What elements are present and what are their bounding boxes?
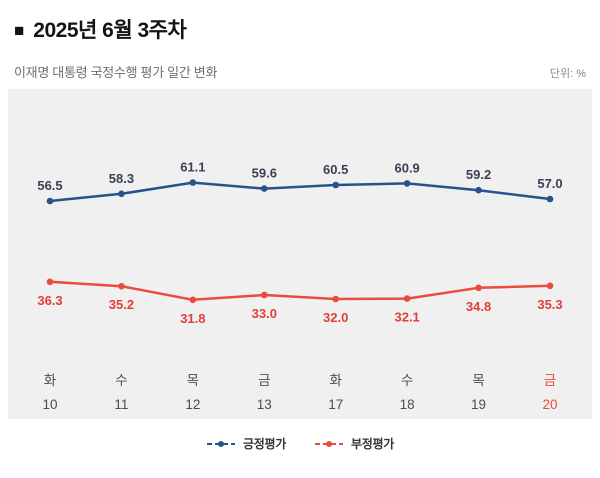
- x-axis-day: 금: [543, 373, 557, 388]
- data-point: [118, 282, 125, 290]
- x-axis-date: 20: [542, 397, 558, 412]
- x-axis-label: 화 10: [42, 369, 57, 412]
- data-label: 60.5: [323, 162, 348, 177]
- data-point: [332, 295, 340, 303]
- data-label: 60.9: [394, 160, 419, 175]
- data-point: [546, 282, 554, 290]
- x-axis: 화 10 수 11 목 12 금 13 화 17 수 18 목 19 금 20: [8, 367, 592, 415]
- x-axis-label: 목 12: [185, 369, 200, 412]
- legend-label-negative: 부정평가: [351, 437, 394, 451]
- x-axis-label: 금 20: [542, 369, 557, 412]
- x-axis-date: 10: [42, 397, 58, 412]
- x-axis-date: 19: [471, 397, 487, 412]
- page-title: 2025년 6월 3주차: [33, 19, 187, 42]
- data-point: [546, 195, 554, 203]
- data-label: 35.2: [109, 297, 134, 312]
- legend: 긍정평가 부정평가: [0, 435, 600, 452]
- x-axis-date: 18: [399, 397, 415, 412]
- x-axis-day: 수: [115, 373, 128, 388]
- data-point: [46, 197, 54, 205]
- legend-item-negative: 부정평가: [314, 435, 394, 452]
- unit-label: 단위: %: [549, 68, 586, 80]
- x-axis-label: 금 13: [257, 369, 272, 412]
- subheader: 이재명 대통령 국정수행 평가 일간 변화 단위: %: [14, 62, 586, 81]
- positive-series-line: [49, 181, 551, 203]
- x-axis-date: 11: [114, 397, 129, 412]
- x-axis-day: 화: [329, 373, 342, 388]
- data-point: [189, 179, 197, 186]
- positive-line-icon: [207, 440, 236, 447]
- data-label: 32.1: [394, 310, 419, 325]
- data-label: 36.3: [37, 293, 62, 308]
- square-bullet-icon: ■: [14, 20, 25, 40]
- data-point: [189, 296, 197, 304]
- x-axis-date: 13: [256, 397, 272, 412]
- x-axis-label: 목 19: [471, 369, 486, 412]
- data-label: 57.0: [537, 176, 562, 191]
- data-label: 59.6: [252, 166, 277, 181]
- data-label: 31.8: [180, 311, 205, 326]
- data-label: 59.2: [466, 167, 491, 182]
- data-point: [475, 284, 482, 292]
- data-point: [332, 181, 340, 189]
- data-label: 61.1: [180, 160, 205, 175]
- chart-panel: 56.5 58.3 61.1 59.6 60.5 60.9 59.2 57.0 36.3 35.2…: [8, 89, 592, 419]
- negative-line-icon: [315, 440, 343, 447]
- data-point: [403, 295, 411, 302]
- line-chart-svg: 56.5 58.3 61.1 59.6 60.5 60.9 59.2 57.0 36.3 35.2…: [37, 160, 562, 326]
- x-axis-label: 화 17: [328, 369, 343, 412]
- x-axis-day: 금: [258, 373, 271, 388]
- x-axis-date: 17: [328, 397, 344, 412]
- data-point: [260, 185, 268, 192]
- data-point: [260, 291, 268, 299]
- data-label: 32.0: [323, 310, 348, 325]
- data-label: 33.0: [252, 306, 277, 321]
- x-axis-day: 목: [472, 373, 485, 388]
- negative-series-line: [49, 280, 551, 302]
- data-label: 35.3: [537, 297, 562, 312]
- header: ■ 2025년 6월 3주차: [14, 14, 586, 44]
- x-axis-day: 수: [400, 373, 414, 388]
- x-axis-label: 수 18: [400, 369, 415, 412]
- x-axis-date: 12: [185, 397, 201, 412]
- data-point: [46, 278, 54, 286]
- legend-item-positive: 긍정평가: [206, 435, 286, 452]
- data-label: 58.3: [109, 171, 134, 186]
- data-label: 34.8: [466, 299, 491, 314]
- x-axis-day: 화: [43, 373, 57, 388]
- x-axis-day: 목: [186, 373, 200, 388]
- chart-subtitle: 이재명 대통령 국정수행 평가 일간 변화: [14, 65, 218, 80]
- data-point: [403, 180, 411, 187]
- x-axis-label: 수 11: [114, 369, 128, 412]
- legend-label-positive: 긍정평가: [243, 437, 286, 451]
- data-label: 56.5: [37, 178, 62, 193]
- data-point: [118, 190, 125, 198]
- data-point: [475, 186, 482, 194]
